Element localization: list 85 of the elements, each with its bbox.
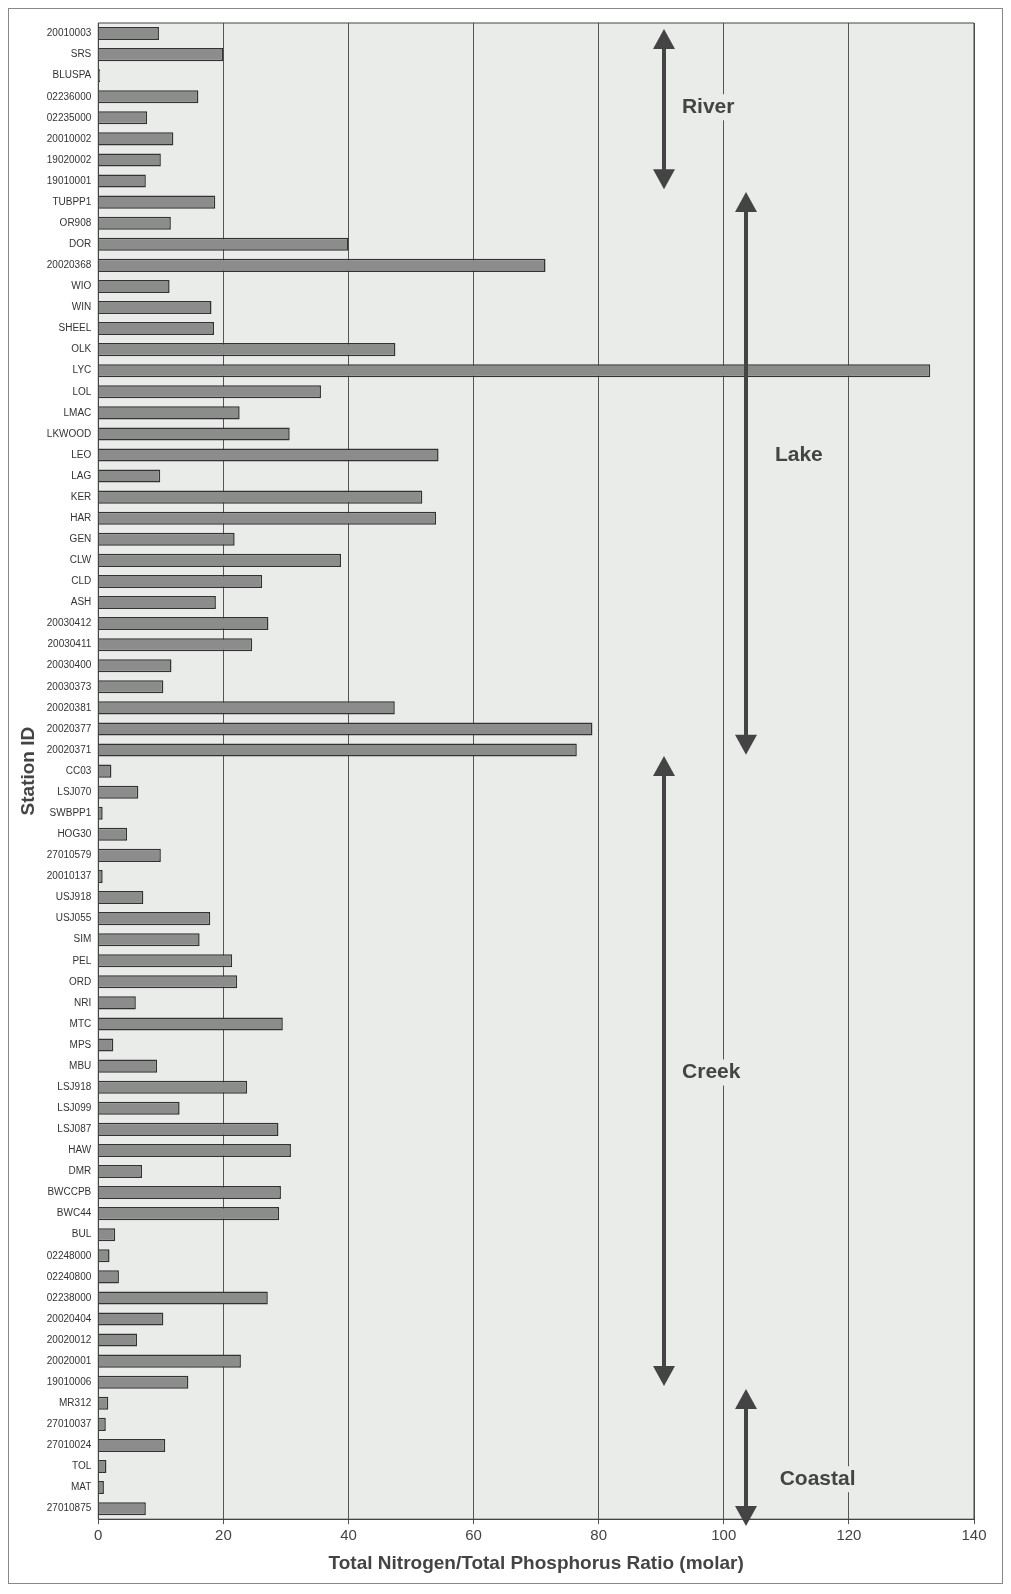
y-tick-label: WIO: [71, 280, 92, 292]
y-tick-label: MAT: [70, 1481, 92, 1493]
y-tick-label: ORD: [69, 975, 92, 987]
y-tick-label: CC03: [65, 764, 92, 776]
x-axis-title: Total Nitrogen/Total Phosphorus Ratio (molar): [328, 1551, 744, 1573]
y-tick-label: 20030411: [47, 638, 92, 650]
annotation: Creek: [682, 1059, 741, 1083]
y-tick-label: LSJ070: [57, 785, 92, 797]
y-tick-label: HAR: [70, 511, 92, 523]
y-tick-label: 20020381: [46, 701, 92, 713]
y-tick-label: SWBPP1: [49, 807, 92, 818]
y-tick-label: BUL: [71, 1228, 92, 1240]
x-tick-label: 80: [590, 1526, 608, 1544]
y-tick-label: LSJ087: [57, 1123, 92, 1135]
y-tick-label: LOL: [72, 385, 92, 397]
y-tick-label: 20020001: [46, 1354, 92, 1366]
y-tick-label: WIN: [71, 301, 92, 313]
y-tick-label: 20030400: [46, 659, 92, 671]
y-tick-label: BLUSPA: [52, 69, 92, 81]
y-tick-label: MBU: [69, 1059, 92, 1071]
y-tick-label: BWCCPB: [47, 1186, 92, 1198]
y-tick-label: TUBPP1: [52, 195, 92, 207]
y-tick-label: PEL: [72, 954, 92, 966]
y-tick-label: 19010006: [46, 1375, 92, 1387]
y-tick-label: OR908: [59, 216, 92, 228]
y-tick-label: LKWOOD: [46, 427, 92, 439]
y-tick-label: 02248000: [46, 1249, 92, 1261]
y-tick-label: ASH: [70, 596, 92, 608]
y-tick-label: NRI: [74, 996, 92, 1008]
y-tick-label: KER: [70, 490, 92, 502]
y-tick-label: 20020377: [46, 722, 92, 734]
y-tick-label: TOL: [72, 1460, 92, 1472]
y-tick-label: 02236000: [46, 90, 92, 102]
y-tick-label: 27010037: [46, 1418, 92, 1430]
annotation: Coastal: [779, 1465, 856, 1489]
y-tick-label: 27010579: [46, 849, 92, 861]
y-tick-label: HOG30: [57, 828, 92, 840]
annotation: River: [681, 94, 735, 118]
y-tick-label: SIM: [73, 933, 92, 945]
y-tick-label: CLW: [69, 554, 92, 566]
y-tick-label: LMAC: [63, 406, 92, 418]
y-tick-label: GEN: [69, 533, 92, 545]
y-tick-label: 20010137: [46, 870, 92, 882]
y-tick-label: 20010003: [46, 27, 92, 39]
y-tick-label: 02240800: [46, 1270, 92, 1282]
y-tick-label: LYC: [72, 364, 92, 376]
y-tick-label: 27010024: [46, 1439, 92, 1451]
y-axis-title: Station ID: [16, 726, 38, 816]
y-tick-label: CLD: [71, 575, 92, 587]
x-tick-label: 40: [340, 1526, 357, 1544]
y-tick-label: LSJ099: [57, 1102, 92, 1114]
y-tick-label: 20020371: [46, 743, 92, 755]
y-tick-label: 19010001: [46, 174, 92, 186]
y-tick-label: 19020002: [46, 153, 92, 165]
y-tick-label: MTC: [69, 1017, 92, 1029]
x-tick-label: 120: [836, 1526, 862, 1544]
y-tick-label: USJ918: [55, 891, 92, 903]
x-tick-label: 100: [711, 1526, 737, 1544]
y-tick-label: SRS: [70, 48, 92, 60]
annotation: Lake: [774, 441, 823, 465]
y-tick-label: 20020404: [46, 1312, 92, 1324]
y-tick-label: 20030412: [46, 617, 92, 629]
y-tick-label: HAW: [68, 1144, 92, 1156]
y-tick-label: OLK: [71, 343, 92, 355]
y-tick-label: 02235000: [46, 111, 92, 123]
y-tick-label: LSJ918: [57, 1080, 92, 1092]
y-tick-label: 20020368: [46, 259, 92, 271]
x-tick-label: 140: [961, 1526, 987, 1544]
y-tick-label: LAG: [71, 469, 92, 481]
y-tick-label: LEO: [71, 448, 92, 460]
y-tick-label: BWC44: [56, 1207, 92, 1219]
x-tick-label: 60: [465, 1526, 482, 1544]
x-tick-label: 0: [94, 1526, 103, 1544]
y-tick-label: 20010002: [46, 132, 92, 144]
x-tick-label: 20: [215, 1526, 232, 1544]
y-tick-label: 20020012: [46, 1333, 92, 1345]
y-tick-label: 27010875: [46, 1502, 92, 1514]
y-tick-label: 20030373: [46, 680, 92, 692]
y-tick-label: MR312: [59, 1397, 92, 1409]
y-tick-label: MPS: [69, 1038, 92, 1050]
y-tick-label: USJ055: [55, 912, 92, 924]
y-tick-label: DOR: [69, 238, 92, 250]
y-tick-label: 02238000: [46, 1291, 92, 1303]
y-tick-label: SHEEL: [58, 322, 92, 334]
y-tick-label: DMR: [68, 1165, 92, 1177]
